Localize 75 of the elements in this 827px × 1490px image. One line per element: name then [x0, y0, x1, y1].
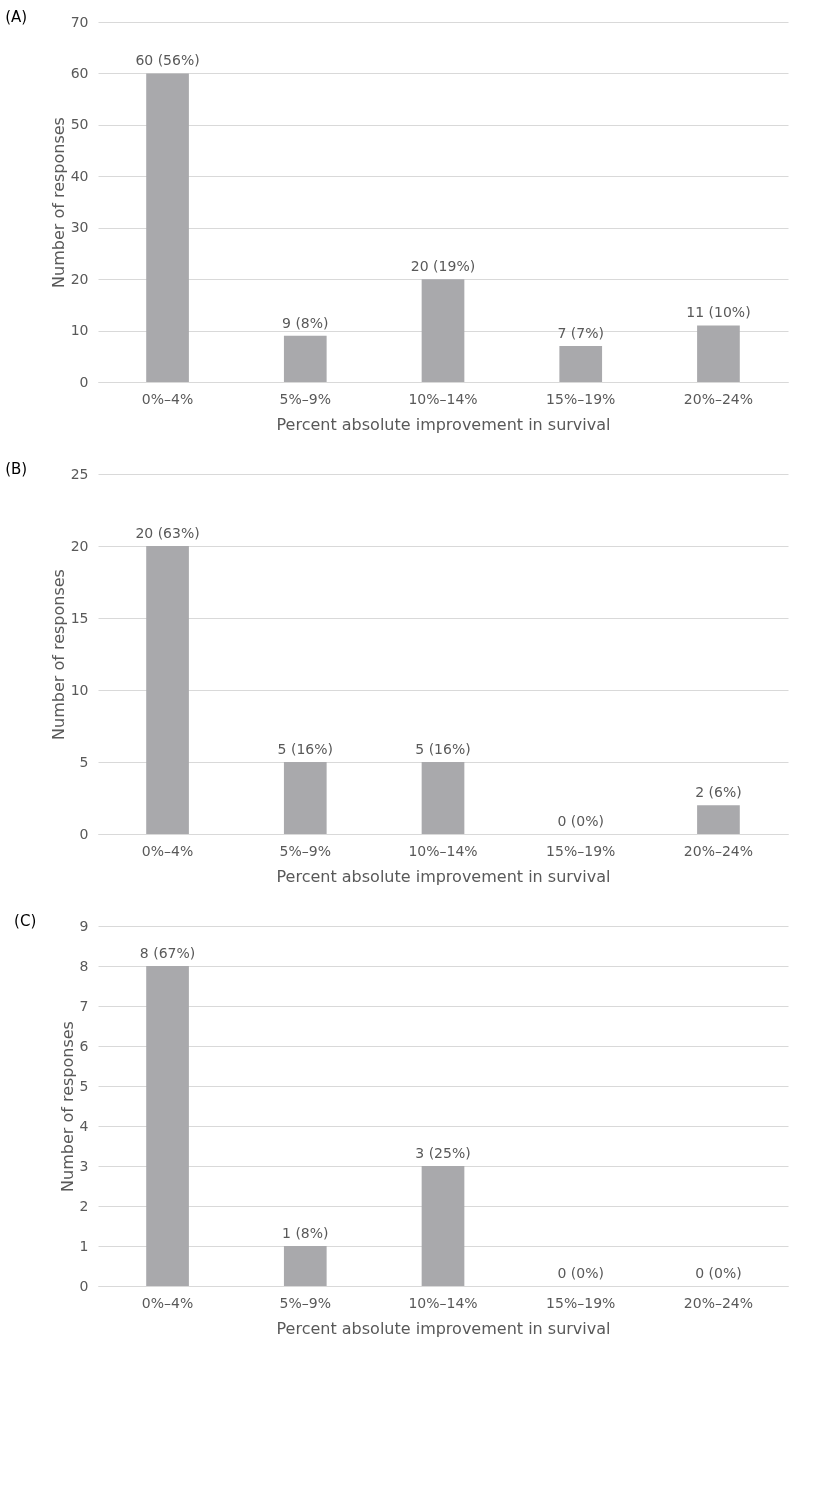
y-tick-label: 40: [70, 167, 89, 184]
y-tick-label: 20: [70, 270, 89, 287]
data-label: 20 (63%): [135, 525, 200, 541]
bar: [697, 805, 740, 834]
bar: [559, 346, 603, 382]
x-tick-label: 20%–24%: [683, 842, 754, 859]
x-tick-label: 15%–19%: [546, 1294, 616, 1311]
y-tick-label: 20: [70, 537, 89, 554]
data-label: 8 (67%): [139, 945, 196, 961]
data-label: 9 (8%): [282, 314, 329, 331]
y-axis-title: Number of responses: [57, 1021, 77, 1192]
x-tick-label: 15%–19%: [546, 842, 616, 859]
y-tick-label: 1: [79, 1237, 89, 1254]
y-tick-label: 0: [79, 1277, 89, 1294]
bar: [283, 762, 327, 834]
bar: [146, 546, 189, 834]
data-label: 5 (16%): [415, 741, 471, 757]
y-tick-label: 5: [79, 1077, 89, 1094]
x-tick-label: 20%–24%: [683, 1294, 754, 1311]
x-tick-label: 0%–4%: [141, 1294, 194, 1311]
chart-title: (A): [5, 8, 28, 26]
x-axis-title: Percent absolute improvement in survival: [276, 1318, 611, 1338]
data-label: 60 (56%): [135, 52, 200, 69]
y-tick-label: 0: [79, 825, 89, 842]
y-tick-label: 60: [70, 64, 89, 81]
data-label: 1 (8%): [282, 1225, 329, 1241]
y-tick-label: 25: [70, 465, 89, 482]
y-tick-label: 7: [79, 997, 89, 1014]
bar: [283, 1246, 327, 1286]
chart-title: (C): [14, 912, 37, 930]
y-tick-label: 50: [70, 116, 89, 133]
y-tick-label: 10: [70, 681, 89, 698]
bar: [146, 73, 189, 382]
y-tick-label: 8: [79, 957, 89, 974]
bar: [283, 335, 327, 382]
data-label: 0 (0%): [695, 1265, 742, 1281]
data-label: 3 (25%): [415, 1145, 471, 1161]
x-tick-label: 10%–14%: [408, 390, 478, 407]
x-tick-label: 5%–9%: [279, 390, 331, 407]
data-label: 11 (10%): [686, 304, 751, 321]
y-tick-label: 6: [79, 1037, 89, 1054]
data-label: 5 (16%): [277, 741, 333, 757]
y-tick-label: 9: [79, 917, 89, 934]
y-tick-label: 3: [79, 1157, 89, 1174]
x-tick-label: 20%–24%: [683, 390, 754, 407]
x-tick-label: 5%–9%: [279, 842, 331, 859]
x-tick-label: 10%–14%: [408, 1294, 478, 1311]
bar: [697, 325, 740, 382]
bar: [421, 279, 465, 382]
bar: [146, 966, 189, 1286]
data-label: 20 (19%): [410, 258, 476, 275]
y-tick-label: 15: [70, 609, 89, 626]
data-label: 7 (7%): [557, 325, 604, 341]
y-tick-label: 0: [79, 373, 89, 390]
y-tick-label: 5: [79, 753, 89, 770]
bar: [421, 1166, 465, 1286]
x-tick-label: 5%–9%: [279, 1294, 331, 1311]
chart-title: (B): [5, 460, 28, 478]
x-tick-label: 0%–4%: [141, 390, 194, 407]
y-tick-label: 70: [70, 13, 89, 30]
y-tick-label: 4: [79, 1117, 89, 1134]
y-tick-label: 30: [70, 219, 89, 236]
y-axis-title: Number of responses: [48, 117, 68, 288]
y-tick-label: 10: [70, 322, 89, 339]
x-tick-label: 0%–4%: [141, 842, 194, 859]
y-tick-label: 2: [79, 1197, 89, 1214]
data-label: 0 (0%): [557, 1265, 604, 1281]
data-label: 0 (0%): [557, 813, 604, 829]
x-axis-title: Percent absolute improvement in survival: [276, 414, 611, 434]
x-tick-label: 15%–19%: [546, 390, 616, 407]
y-axis-title: Number of responses: [48, 569, 68, 740]
x-axis-title: Percent absolute improvement in survival: [276, 866, 611, 886]
x-tick-label: 10%–14%: [408, 842, 478, 859]
bar: [421, 762, 465, 834]
data-label: 2 (6%): [695, 784, 742, 801]
